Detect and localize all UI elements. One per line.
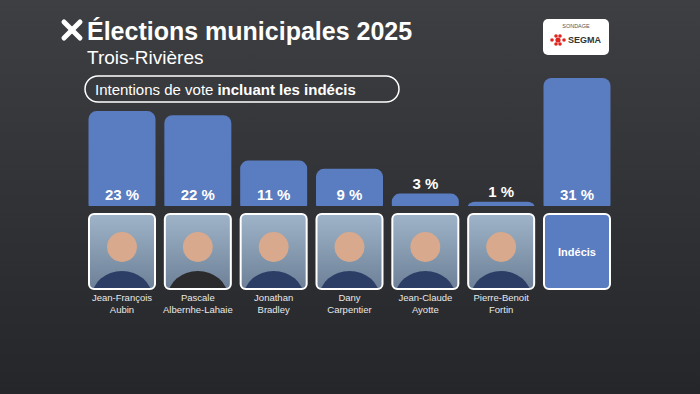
candidate-photo [241,214,307,289]
data-label: 9 % [337,186,363,203]
gem-dot [555,37,560,42]
candidate-boxes: Indécis [89,214,610,323]
chart-root: Élections municipales 2025Trois-Rivières… [0,0,700,394]
category-label-line: Jean-François [92,292,152,303]
photo-frame [89,214,155,289]
photo-head [259,232,289,262]
category-box [544,214,610,289]
category-label: PascaleAlbernhe-Lahaie [163,292,233,315]
candidate-photo [317,214,383,289]
candidate-photo [89,214,155,289]
logo-box [543,19,609,55]
category-label-line: Fortin [489,304,513,315]
photo-shoulders [320,271,380,289]
category-label-line: Albernhe-Lahaie [163,304,233,315]
photo-shoulders [471,271,531,289]
category-label-line: Aubin [110,304,134,315]
data-label: 23 % [105,186,139,203]
bar [164,115,231,206]
gem-dot [558,42,562,46]
annotation-text: Intentions de voteincluant les indécis [95,81,356,98]
bar [468,202,535,206]
bar [316,169,383,206]
category-label-line: Ayotte [412,304,439,315]
bar [89,111,156,206]
logo-text: SEGMA [568,35,602,45]
category-label-line: Carpentier [327,304,371,315]
subtitle: Trois-Rivières [87,47,203,68]
photo-frame [392,214,458,289]
category-labels: Jean-FrançoisAubin PascaleAlbernhe-Lahaie… [92,292,529,315]
category-label-line: Jonathan [254,292,293,303]
photo-head [410,232,440,262]
bars [89,78,611,206]
candidate-photo [392,214,458,289]
photo-shoulders [395,271,455,289]
category-label: DanyCarpentier [327,292,371,315]
gem-dot [562,38,566,42]
icon-stroke [64,22,80,38]
photo-head [107,232,137,262]
annotation-part: incluant les indécis [217,81,355,98]
photo-shoulders [92,271,152,289]
candidate-photo [165,214,231,289]
candidate-photo [468,214,534,289]
photo-frame [468,214,534,289]
photo-frame [317,214,383,289]
bar [392,194,459,206]
category-label: Jean-FrançoisAubin [92,292,152,315]
title-icon [64,22,80,38]
title: Élections municipales 2025 [87,17,412,45]
data-label: 31 % [560,186,594,203]
data-label: 22 % [181,186,215,203]
icon-stroke [64,22,80,38]
logo-gem [550,34,566,46]
gem-dot [550,38,554,42]
background [0,0,700,394]
bar [240,161,307,206]
category-label-line: Bradley [258,304,290,315]
annotation-part: Intentions de vote [95,81,213,98]
category-label: Pierre-BenoitFortin [473,292,529,315]
photo-head [486,232,516,262]
category-label-line: Jean-Claude [398,292,452,303]
category-label-line: Pascale [181,292,215,303]
data-label: 1 % [488,183,514,200]
category-label-line: Pierre-Benoit [473,292,529,303]
gem-dot [554,42,558,46]
data-label: 3 % [412,175,438,192]
photo-shoulders [168,271,228,289]
category-label: Jean-ClaudeAyotte [398,292,452,315]
photo-frame [241,214,307,289]
photo-shoulders [244,271,304,289]
data-label: 11 % [257,186,290,203]
photo-head [335,232,365,262]
gem-dot [554,34,558,38]
gem-dot [558,34,562,38]
bar [544,78,611,206]
photo-frame [165,214,231,289]
chart-svg: Élections municipales 2025Trois-Rivières… [0,0,700,394]
data-labels: 23 % 22 % 11 % 9 % 3 % 1 % 31 % [105,175,594,203]
logo-caption: SONDAGE [562,23,590,29]
category-label: JonathanBradley [254,292,293,315]
category-label-line: Dany [338,292,360,303]
photo-head [183,232,213,262]
annotation-pill [85,76,399,102]
category-label: Indécis [558,246,596,258]
poll-logo: SONDAGE SEGMA [543,19,609,55]
